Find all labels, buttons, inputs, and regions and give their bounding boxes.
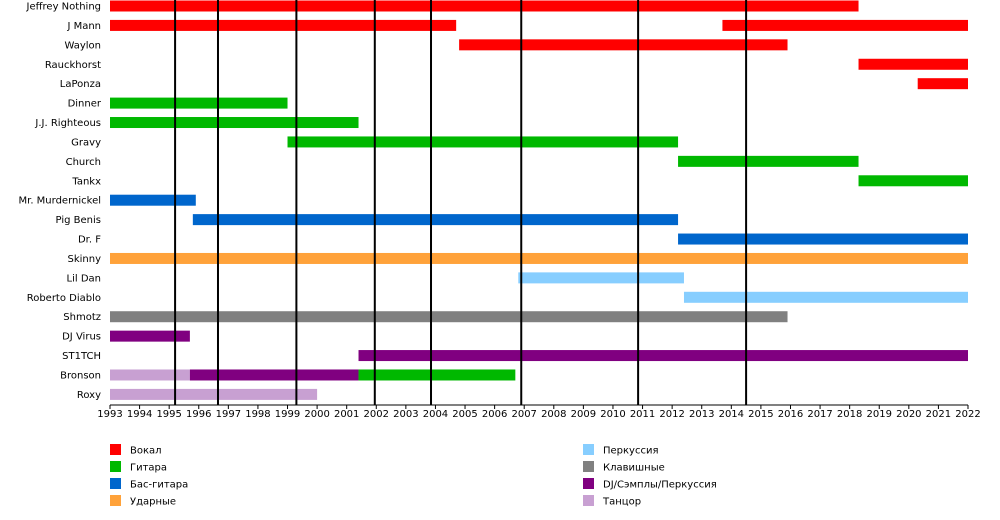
timeline-bar [858, 58, 968, 70]
member-label: Roberto Diablo [27, 293, 101, 304]
timeline-bar [110, 0, 859, 12]
x-tick-label: 2022 [955, 409, 980, 420]
member-label: Gravy [71, 137, 101, 148]
member-label: Jeffrey Nothing [26, 2, 101, 13]
member-label: Pig Benis [56, 215, 101, 226]
timeline-bar [110, 194, 196, 206]
bars-layer [110, 0, 968, 400]
timeline-bar [192, 214, 679, 226]
member-label: Skinny [67, 254, 101, 265]
x-tick-label: 2019 [867, 409, 892, 420]
legend-swatch [110, 444, 121, 455]
x-tick-label: 2018 [837, 409, 862, 420]
x-tick-label: 2009 [571, 409, 596, 420]
x-tick-label: 1998 [245, 409, 270, 420]
timeline-bar [110, 117, 359, 129]
x-tick-label: 2014 [719, 409, 744, 420]
member-label: Waylon [64, 40, 101, 51]
x-tick-label: 2017 [807, 409, 832, 420]
x-tick-label: 2006 [482, 409, 507, 420]
x-tick-label: 2013 [689, 409, 714, 420]
timeline-bar [358, 369, 516, 381]
x-tick-label: 1995 [156, 409, 181, 420]
x-tick-label: 2008 [541, 409, 566, 420]
legend-label: Ударные [130, 497, 176, 508]
x-tick-label: 1994 [127, 409, 152, 420]
legend-label: Вокал [130, 446, 162, 457]
timeline-bar [459, 39, 788, 51]
member-label: LaPonza [60, 79, 101, 90]
timeline-bar [858, 175, 968, 187]
x-tick-label: 2002 [364, 409, 389, 420]
timeline-bar [678, 233, 968, 245]
x-tick-label: 2012 [659, 409, 684, 420]
member-label: Church [66, 157, 101, 168]
timeline-bar [110, 19, 457, 31]
x-tick-label: 2005 [452, 409, 477, 420]
timeline-bar [110, 97, 288, 109]
legend-swatch [110, 478, 121, 489]
member-label: J Mann [66, 21, 101, 32]
legend-swatch [583, 444, 594, 455]
legend-swatch [110, 495, 121, 506]
member-label: Lil Dan [67, 273, 101, 284]
timeline-bar [358, 350, 968, 362]
x-tick-label: 2016 [778, 409, 803, 420]
member-label: Roxy [77, 390, 101, 401]
member-labels-layer: Jeffrey Nothing J Mann Waylon Rauckhorst LaP… [19, 2, 102, 401]
x-tick-label: 1993 [97, 409, 122, 420]
legend-label: Клавишные [603, 463, 665, 474]
x-axis: 1993 1994 1995 1996 1997 1998 1999 2000 2001 2002… [97, 404, 981, 420]
member-label: Shmotz [63, 312, 101, 323]
member-label: J.J. Righteous [34, 118, 101, 129]
timeline-bar [287, 136, 679, 148]
x-tick-label: 2010 [600, 409, 625, 420]
timeline-bar [917, 78, 968, 90]
member-label: Bronson [60, 370, 101, 381]
timeline-bar [110, 330, 190, 342]
x-tick-label: 2004 [423, 409, 448, 420]
legend-swatch [583, 461, 594, 472]
timeline-bar [683, 291, 968, 303]
x-tick-label: 2001 [334, 409, 359, 420]
legend-swatch [583, 478, 594, 489]
x-tick-label: 2015 [748, 409, 773, 420]
x-tick-label: 2007 [511, 409, 536, 420]
timeline-bar [110, 388, 318, 400]
member-label: Tankx [71, 176, 101, 187]
x-tick-label: 2021 [926, 409, 951, 420]
x-tick-label: 2020 [896, 409, 921, 420]
legend-label: Бас-гитара [130, 480, 188, 491]
x-tick-label: 2000 [304, 409, 329, 420]
legend-swatch [110, 461, 121, 472]
timeline-bar [722, 19, 968, 31]
legend-label: Гитара [130, 463, 167, 474]
legend: Вокал Гитара Бас-гитара Ударные Перкуссия Кла… [110, 444, 717, 508]
member-label: Dinner [68, 99, 102, 110]
timeline-bar [110, 252, 968, 264]
x-tick-label: 1999 [275, 409, 300, 420]
member-label: Dr. F [78, 235, 101, 246]
member-label: Mr. Murdernickel [19, 196, 102, 207]
vertical-lines-layer [174, 0, 748, 405]
x-tick-label: 1996 [186, 409, 211, 420]
legend-label: DJ/Сэмплы/Перкуссия [603, 480, 717, 491]
member-label: DJ Virus [62, 332, 101, 343]
legend-swatch [583, 495, 594, 506]
timeline-bar [518, 272, 684, 284]
timeline-bar [678, 155, 859, 167]
legend-label: Танцор [602, 497, 641, 508]
timeline-bar [110, 369, 190, 381]
timeline-bar [110, 311, 788, 323]
member-label: Rauckhorst [45, 60, 101, 71]
x-tick-label: 2003 [393, 409, 418, 420]
x-tick-label: 1997 [216, 409, 241, 420]
timeline-bar [189, 369, 359, 381]
legend-label: Перкуссия [603, 446, 659, 457]
member-label: ST1TCH [62, 351, 101, 362]
x-tick-label: 2011 [630, 409, 655, 420]
